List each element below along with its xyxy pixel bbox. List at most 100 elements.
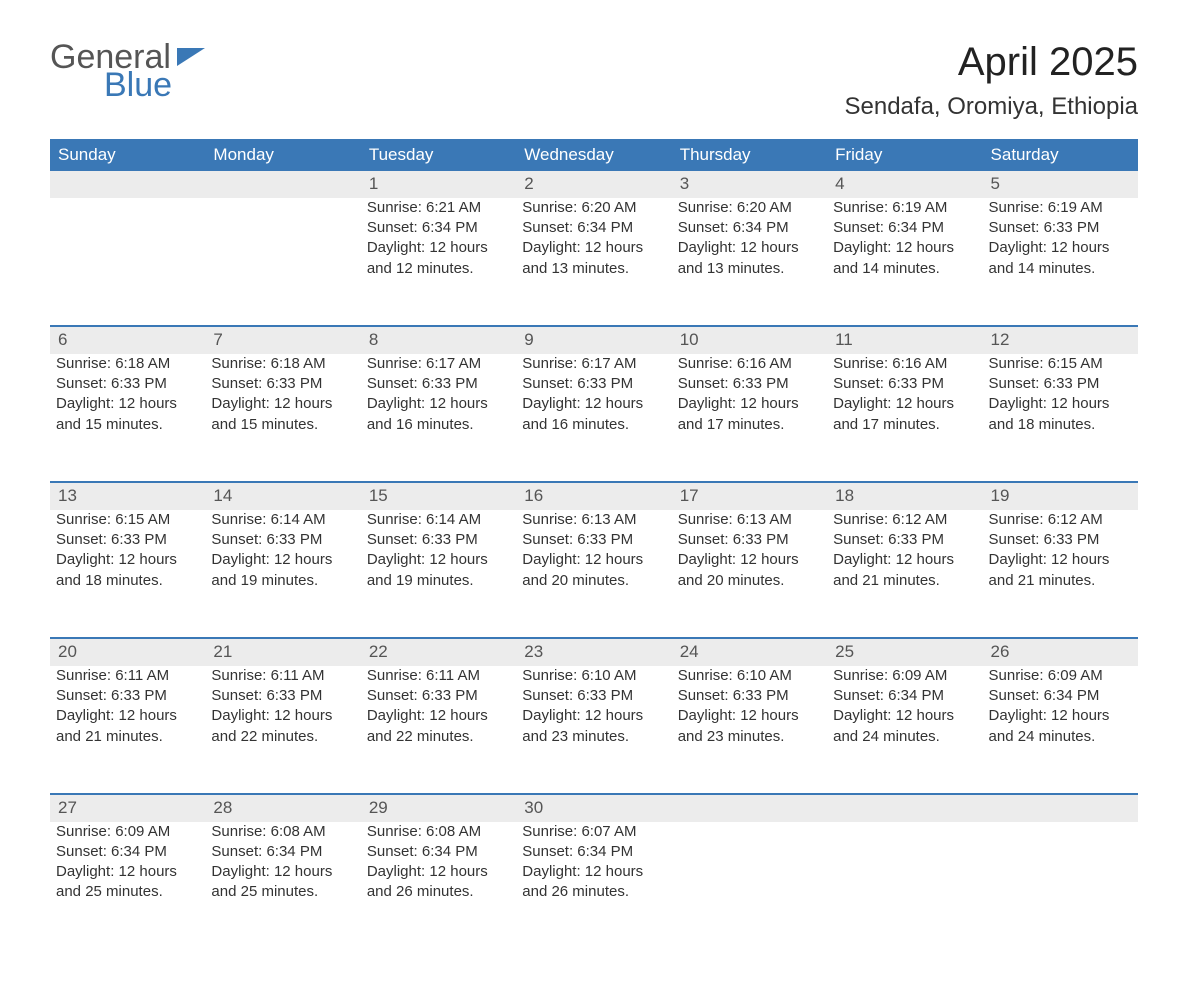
day-detail-cell: Sunrise: 6:14 AMSunset: 6:33 PMDaylight:… [205,510,360,638]
daylight-text: Daylight: 12 hours [678,550,821,570]
sunset-text: Sunset: 6:33 PM [56,374,199,394]
day-number-cell: 8 [361,326,516,354]
sunrise-text: Sunrise: 6:13 AM [678,510,821,530]
daylight-text: and 14 minutes. [989,259,1132,279]
sunrise-text: Sunrise: 6:16 AM [678,354,821,374]
day-number-row: 20212223242526 [50,638,1138,666]
daylight-text: Daylight: 12 hours [522,706,665,726]
weekday-header: Friday [827,139,982,171]
day-detail-cell [983,822,1138,950]
page-title: April 2025 [845,40,1139,85]
day-detail-cell: Sunrise: 6:07 AMSunset: 6:34 PMDaylight:… [516,822,671,950]
sunrise-text: Sunrise: 6:20 AM [678,198,821,218]
day-number-cell [50,171,205,198]
weekday-header: Thursday [672,139,827,171]
daylight-text: Daylight: 12 hours [678,238,821,258]
day-detail-cell: Sunrise: 6:12 AMSunset: 6:33 PMDaylight:… [983,510,1138,638]
daylight-text: and 23 minutes. [678,727,821,747]
daylight-text: Daylight: 12 hours [522,394,665,414]
sunset-text: Sunset: 6:33 PM [367,374,510,394]
sunset-text: Sunset: 6:33 PM [678,374,821,394]
daylight-text: Daylight: 12 hours [56,550,199,570]
weekday-header: Sunday [50,139,205,171]
sunset-text: Sunset: 6:33 PM [678,530,821,550]
day-detail-cell: Sunrise: 6:18 AMSunset: 6:33 PMDaylight:… [50,354,205,482]
daylight-text: Daylight: 12 hours [522,862,665,882]
day-detail-cell: Sunrise: 6:17 AMSunset: 6:33 PMDaylight:… [516,354,671,482]
day-detail-cell: Sunrise: 6:10 AMSunset: 6:33 PMDaylight:… [516,666,671,794]
daylight-text: Daylight: 12 hours [522,550,665,570]
sunrise-text: Sunrise: 6:11 AM [56,666,199,686]
sunset-text: Sunset: 6:33 PM [989,218,1132,238]
day-number-cell: 4 [827,171,982,198]
sunset-text: Sunset: 6:33 PM [56,686,199,706]
daylight-text: and 20 minutes. [678,571,821,591]
daylight-text: and 26 minutes. [367,882,510,902]
day-detail-cell [827,822,982,950]
sunset-text: Sunset: 6:34 PM [367,218,510,238]
day-detail-cell [205,198,360,326]
sunrise-text: Sunrise: 6:19 AM [989,198,1132,218]
sunrise-text: Sunrise: 6:21 AM [367,198,510,218]
title-block: April 2025 Sendafa, Oromiya, Ethiopia [845,40,1139,135]
sunset-text: Sunset: 6:34 PM [211,842,354,862]
sunset-text: Sunset: 6:34 PM [522,218,665,238]
daylight-text: Daylight: 12 hours [367,394,510,414]
weekday-header: Tuesday [361,139,516,171]
sunrise-text: Sunrise: 6:08 AM [367,822,510,842]
day-number-cell: 6 [50,326,205,354]
sunrise-text: Sunrise: 6:10 AM [522,666,665,686]
logo-text-2: Blue [104,68,205,102]
day-number-cell: 21 [205,638,360,666]
day-detail-row: Sunrise: 6:21 AMSunset: 6:34 PMDaylight:… [50,198,1138,326]
day-number-cell [983,794,1138,822]
sunset-text: Sunset: 6:34 PM [522,842,665,862]
daylight-text: and 22 minutes. [367,727,510,747]
day-detail-cell: Sunrise: 6:09 AMSunset: 6:34 PMDaylight:… [983,666,1138,794]
day-number-row: 13141516171819 [50,482,1138,510]
daylight-text: Daylight: 12 hours [833,550,976,570]
daylight-text: Daylight: 12 hours [367,862,510,882]
day-number-cell: 15 [361,482,516,510]
day-number-cell: 10 [672,326,827,354]
daylight-text: and 13 minutes. [678,259,821,279]
sunrise-text: Sunrise: 6:15 AM [56,510,199,530]
daylight-text: and 24 minutes. [989,727,1132,747]
day-number-cell: 28 [205,794,360,822]
day-detail-cell: Sunrise: 6:17 AMSunset: 6:33 PMDaylight:… [361,354,516,482]
day-detail-cell: Sunrise: 6:16 AMSunset: 6:33 PMDaylight:… [827,354,982,482]
day-detail-row: Sunrise: 6:15 AMSunset: 6:33 PMDaylight:… [50,510,1138,638]
daylight-text: Daylight: 12 hours [56,862,199,882]
daylight-text: Daylight: 12 hours [989,706,1132,726]
day-number-cell: 22 [361,638,516,666]
day-detail-row: Sunrise: 6:18 AMSunset: 6:33 PMDaylight:… [50,354,1138,482]
day-number-row: 6789101112 [50,326,1138,354]
daylight-text: and 24 minutes. [833,727,976,747]
daylight-text: Daylight: 12 hours [522,238,665,258]
day-detail-cell: Sunrise: 6:10 AMSunset: 6:33 PMDaylight:… [672,666,827,794]
sunrise-text: Sunrise: 6:09 AM [833,666,976,686]
daylight-text: and 16 minutes. [522,415,665,435]
sunset-text: Sunset: 6:34 PM [833,218,976,238]
sunset-text: Sunset: 6:34 PM [833,686,976,706]
sunrise-text: Sunrise: 6:14 AM [211,510,354,530]
daylight-text: Daylight: 12 hours [367,238,510,258]
header-row: General Blue April 2025 Sendafa, Oromiya… [50,40,1138,135]
sunset-text: Sunset: 6:33 PM [522,686,665,706]
sunset-text: Sunset: 6:33 PM [56,530,199,550]
daylight-text: and 13 minutes. [522,259,665,279]
daylight-text: and 18 minutes. [56,571,199,591]
daylight-text: Daylight: 12 hours [367,706,510,726]
day-number-cell: 2 [516,171,671,198]
sunset-text: Sunset: 6:34 PM [56,842,199,862]
sunset-text: Sunset: 6:33 PM [989,374,1132,394]
daylight-text: Daylight: 12 hours [367,550,510,570]
day-number-cell: 24 [672,638,827,666]
day-detail-cell: Sunrise: 6:09 AMSunset: 6:34 PMDaylight:… [50,822,205,950]
day-detail-cell [672,822,827,950]
sunrise-text: Sunrise: 6:15 AM [989,354,1132,374]
sunrise-text: Sunrise: 6:18 AM [56,354,199,374]
day-number-cell: 19 [983,482,1138,510]
daylight-text: and 15 minutes. [56,415,199,435]
day-number-row: 12345 [50,171,1138,198]
